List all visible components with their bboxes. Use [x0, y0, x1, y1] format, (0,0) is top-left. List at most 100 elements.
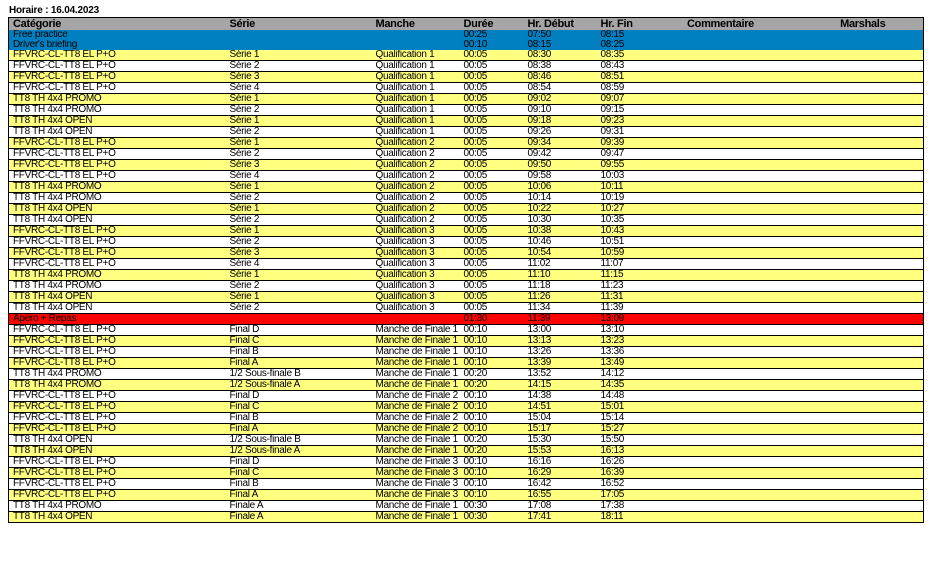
cell-duree: 00:30 [459, 500, 524, 512]
cell-marshals [798, 302, 924, 314]
cell-duree: 00:10 [459, 401, 524, 413]
cell-manche: Manche de Finale 1 [371, 445, 460, 457]
cell-manche: Manche de Finale 1 [371, 434, 460, 446]
cell-manche: Qualification 1 [371, 93, 460, 105]
cell-commentaire [638, 82, 799, 94]
cell-categorie: FFVRC-CL-TT8 EL P+O [8, 390, 226, 402]
cell-manche: Qualification 3 [371, 247, 460, 259]
cell-marshals [798, 192, 924, 204]
cell-debut: 10:22 [523, 203, 597, 215]
cell-debut: 16:55 [523, 489, 597, 501]
cell-serie: Série 3 [225, 71, 372, 83]
cell-debut: 10:38 [523, 225, 597, 237]
cell-fin: 13:23 [596, 335, 639, 347]
cell-fin: 09:15 [596, 104, 639, 116]
schedule-row: TT8 TH 4x4 PROMO Série 1 Qualification 1 00… [8, 93, 924, 105]
cell-categorie: TT8 TH 4x4 PROMO [8, 280, 226, 292]
cell-fin: 13:36 [596, 346, 639, 358]
cell-marshals [798, 346, 924, 358]
cell-marshals [798, 159, 924, 171]
cell-marshals [798, 170, 924, 182]
cell-manche: Qualification 3 [371, 236, 460, 248]
cell-marshals [798, 467, 924, 479]
cell-marshals [798, 500, 924, 512]
cell-fin: 08:59 [596, 82, 639, 94]
cell-fin: 10:43 [596, 225, 639, 237]
cell-serie: Série 2 [225, 60, 372, 72]
cell-serie: Final D [225, 390, 372, 402]
cell-categorie: FFVRC-CL-TT8 EL P+O [8, 71, 226, 83]
cell-fin: 17:38 [596, 500, 639, 512]
cell-serie [225, 313, 372, 325]
cell-debut: 13:13 [523, 335, 597, 347]
schedule-row: FFVRC-CL-TT8 EL P+O Série 4 Qualification … [8, 258, 924, 270]
schedule-row: FFVRC-CL-TT8 EL P+O Série 1 Qualification … [8, 137, 924, 149]
cell-commentaire [638, 269, 799, 281]
cell-marshals [798, 478, 924, 490]
cell-commentaire [638, 60, 799, 72]
cell-fin: 10:19 [596, 192, 639, 204]
cell-fin: 09:31 [596, 126, 639, 138]
cell-duree: 00:05 [459, 192, 524, 204]
cell-debut: 15:53 [523, 445, 597, 457]
cell-debut: 15:17 [523, 423, 597, 435]
schedule-row: FFVRC-CL-TT8 EL P+O Final D Manche de Fina… [8, 324, 924, 336]
cell-manche: Qualification 2 [371, 214, 460, 226]
cell-duree: 00:05 [459, 214, 524, 226]
schedule-row: FFVRC-CL-TT8 EL P+O Final A Manche de Fina… [8, 489, 924, 501]
cell-commentaire [638, 126, 799, 138]
cell-duree: 00:05 [459, 247, 524, 259]
cell-duree: 00:05 [459, 71, 524, 83]
cell-serie: Final D [225, 456, 372, 468]
cell-marshals [798, 30, 924, 40]
cell-categorie: FFVRC-CL-TT8 EL P+O [8, 148, 226, 160]
cell-categorie: FFVRC-CL-TT8 EL P+O [8, 357, 226, 369]
cell-categorie: Apero + Repas [8, 313, 226, 325]
cell-debut: 16:16 [523, 456, 597, 468]
cell-categorie: FFVRC-CL-TT8 EL P+O [8, 60, 226, 72]
cell-commentaire [638, 30, 799, 40]
cell-debut: 10:54 [523, 247, 597, 259]
cell-manche: Qualification 2 [371, 159, 460, 171]
cell-debut: 11:39 [523, 313, 597, 325]
cell-categorie: TT8 TH 4x4 PROMO [8, 181, 226, 193]
cell-fin: 10:11 [596, 181, 639, 193]
cell-debut: 15:04 [523, 412, 597, 424]
cell-duree: 00:05 [459, 50, 524, 61]
cell-marshals [798, 82, 924, 94]
cell-categorie: TT8 TH 4x4 OPEN [8, 203, 226, 215]
cell-fin: 09:39 [596, 137, 639, 149]
cell-marshals [798, 247, 924, 259]
col-header-debut: Hr. Début [523, 17, 597, 30]
cell-marshals [798, 368, 924, 380]
col-header-fin: Hr. Fin [596, 17, 639, 30]
cell-serie: Final C [225, 335, 372, 347]
cell-serie: Série 2 [225, 104, 372, 116]
cell-marshals [798, 225, 924, 237]
cell-duree: 00:10 [459, 335, 524, 347]
cell-categorie: FFVRC-CL-TT8 EL P+O [8, 423, 226, 435]
schedule-row: TT8 TH 4x4 PROMO Finale A Manche de Finale… [8, 500, 924, 512]
cell-commentaire [638, 247, 799, 259]
cell-serie [225, 40, 372, 50]
cell-marshals [798, 280, 924, 292]
cell-marshals [798, 203, 924, 215]
cell-commentaire [638, 511, 799, 523]
cell-commentaire [638, 390, 799, 402]
cell-fin: 09:23 [596, 115, 639, 127]
cell-fin: 09:07 [596, 93, 639, 105]
cell-duree: 00:10 [459, 423, 524, 435]
cell-marshals [798, 313, 924, 325]
cell-duree: 00:25 [459, 30, 524, 40]
schedule-row: TT8 TH 4x4 PROMO Série 2 Qualification 2 00… [8, 192, 924, 204]
cell-fin: 14:12 [596, 368, 639, 380]
cell-categorie: FFVRC-CL-TT8 EL P+O [8, 50, 226, 61]
cell-commentaire [638, 489, 799, 501]
cell-fin: 14:35 [596, 379, 639, 391]
cell-manche [371, 30, 460, 40]
cell-serie: Final A [225, 489, 372, 501]
cell-serie: 1/2 Sous-finale A [225, 379, 372, 391]
cell-marshals [798, 148, 924, 160]
cell-marshals [798, 511, 924, 523]
cell-manche: Manche de Finale 1 [371, 324, 460, 336]
